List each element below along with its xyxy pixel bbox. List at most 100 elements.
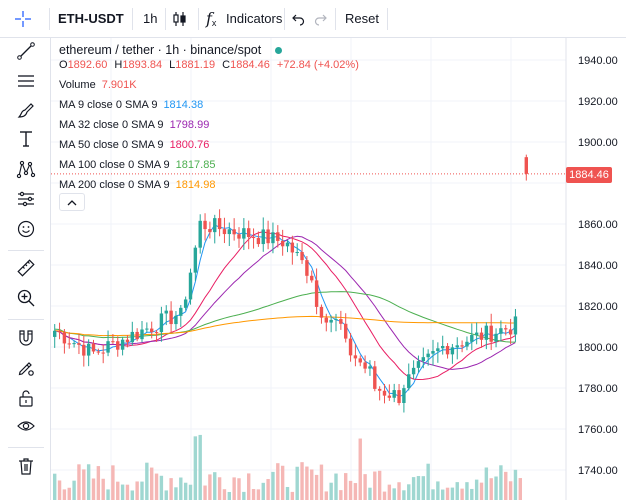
candle-body: [261, 229, 265, 245]
indicators-button[interactable]: Indicators: [226, 11, 283, 26]
volume-bar: [145, 462, 149, 500]
candle-body: [314, 280, 319, 307]
candle-body: [213, 218, 217, 233]
pattern-tool-icon[interactable]: [10, 156, 42, 182]
trash-icon[interactable]: [10, 453, 42, 479]
volume-bar: [247, 473, 251, 500]
ma100-line: [54, 291, 516, 343]
ruler-icon[interactable]: [10, 255, 42, 281]
candle-body: [373, 366, 377, 389]
volume-bar: [193, 436, 198, 500]
volume-bar: [101, 478, 105, 500]
volume-bar: [154, 473, 159, 500]
candle-body: [494, 333, 498, 342]
chart-style-candles-icon[interactable]: [172, 0, 190, 37]
candle-body: [334, 319, 338, 321]
trend-line-icon[interactable]: [10, 38, 42, 64]
volume-bar: [174, 487, 178, 500]
candle-body: [111, 341, 115, 343]
zoom-in-icon[interactable]: [10, 285, 42, 311]
volume-bar: [217, 477, 222, 500]
volume-bar: [140, 481, 144, 500]
crosshair-cursor-icon[interactable]: [14, 0, 38, 37]
candle-body: [217, 218, 222, 230]
candle-body: [77, 343, 81, 345]
candle-body: [276, 232, 280, 241]
candle-body: [242, 228, 246, 239]
volume-bar: [82, 469, 86, 500]
candle-body: [465, 341, 469, 347]
candle-body: [203, 220, 207, 230]
candle-body: [344, 323, 348, 339]
volume-bar: [504, 471, 508, 500]
candle-body: [358, 358, 362, 363]
volume-bar: [106, 489, 110, 500]
candle-body: [319, 306, 324, 318]
candle-body: [508, 329, 513, 335]
price-axis-tick: 1900.00: [578, 137, 618, 149]
candle-body: [247, 228, 251, 237]
volume-bar: [150, 467, 154, 500]
candle-body: [426, 353, 430, 358]
candle-body: [479, 332, 484, 340]
smiley-icon[interactable]: [10, 216, 42, 242]
candle-body: [348, 338, 353, 356]
candle-body: [382, 390, 387, 396]
text-tool-icon[interactable]: [10, 126, 42, 152]
candle-body: [329, 319, 333, 323]
candle-body: [445, 345, 450, 355]
candle-body: [499, 328, 503, 334]
price-axis-tick: 1740.00: [578, 465, 618, 477]
price-axis-tick: 1780.00: [578, 383, 618, 395]
candle-body: [120, 339, 125, 350]
volume-bar: [314, 474, 319, 500]
volume-bar: [261, 482, 265, 500]
volume-bar: [382, 491, 387, 500]
volume-bar: [465, 482, 469, 500]
candle-body: [392, 390, 396, 398]
candle-body: [256, 238, 261, 245]
candle-body: [363, 362, 367, 369]
volume-bar: [62, 489, 67, 500]
candle-body: [285, 242, 290, 247]
price-axis-tick: 1800.00: [578, 342, 618, 354]
candle-body: [266, 229, 270, 244]
volume-bar: [518, 478, 522, 500]
measure-lines-icon[interactable]: [10, 186, 42, 212]
keep-drawing-pencil-icon[interactable]: [10, 355, 42, 381]
volume-bar: [319, 464, 324, 500]
brush-icon[interactable]: [10, 98, 42, 124]
price-axis-tick: 1820.00: [578, 301, 618, 313]
horizontal-lines-icon[interactable]: [10, 68, 42, 94]
volume-bar: [363, 474, 367, 500]
interval-button[interactable]: 1h: [143, 11, 158, 26]
eye-visibility-icon[interactable]: [10, 413, 42, 439]
candle-body: [290, 242, 295, 253]
candle-body: [169, 310, 173, 325]
symbol-search-button[interactable]: ETH-USDT: [58, 11, 124, 26]
candle-body: [397, 390, 401, 403]
legend-collapse-button[interactable]: [59, 193, 85, 211]
candle-body: [524, 157, 528, 174]
volume-bar: [339, 490, 343, 500]
lock-icon[interactable]: [10, 385, 42, 411]
volume-bar: [411, 477, 416, 500]
volume-bar: [310, 469, 314, 500]
volume-bar: [135, 481, 139, 500]
candle-body: [300, 252, 304, 261]
volume-bar: [334, 473, 338, 500]
candle-body: [150, 328, 154, 333]
candle-body: [504, 328, 508, 330]
volume-bar: [116, 481, 120, 500]
volume-bar: [305, 466, 309, 500]
price-chart[interactable]: 1940.00 1920.00 1900.00 1860.00 1840.00 1820.…: [51, 38, 626, 500]
candle-body: [183, 299, 188, 308]
undo-icon[interactable]: [291, 0, 307, 37]
magnet-icon[interactable]: [10, 325, 42, 351]
redo-icon[interactable]: [314, 0, 330, 37]
volume-bar: [227, 491, 231, 500]
reset-button[interactable]: Reset: [345, 11, 379, 26]
volume-bar: [111, 465, 115, 500]
